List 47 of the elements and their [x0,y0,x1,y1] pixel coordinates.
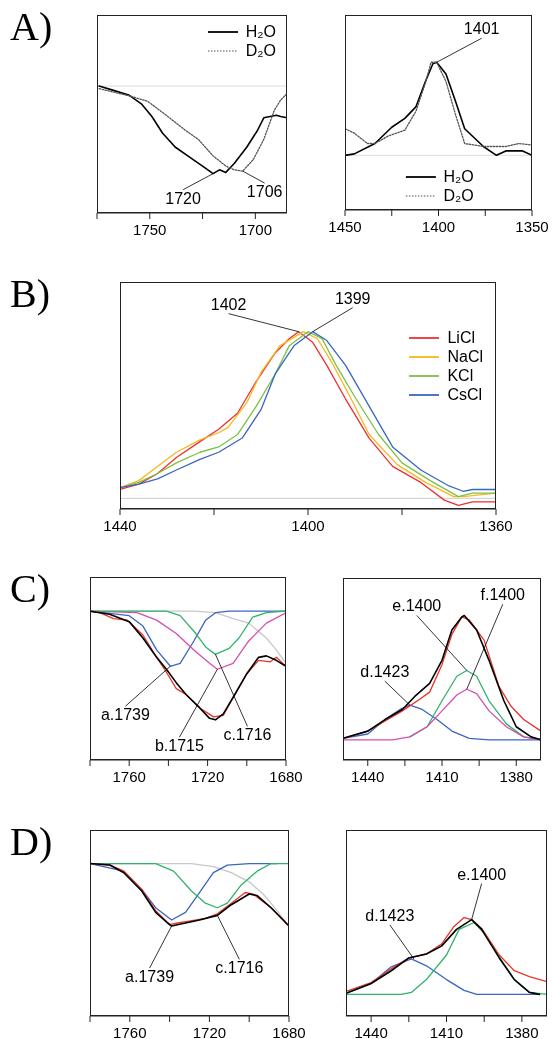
annotation: b.1715 [154,737,204,755]
x-tick-label: 1760 [112,768,146,785]
x-tick-label: 1680 [272,1024,306,1039]
annotation: 1402 [210,295,247,313]
x-tick-label: 1720 [190,768,225,785]
annotation: 1720 [165,189,202,207]
x-tick-label: 1410 [425,768,459,785]
x-tick-label: 1450 [328,218,362,235]
x-tick-label: 1720 [192,1024,227,1039]
annotation: 1399 [334,289,371,307]
x-tick-label: 1440 [351,768,385,785]
annotation: d.1423 [365,906,415,924]
annotation: e.1400 [392,597,442,615]
annotation: e.1400 [457,865,507,883]
annotation: a.1739 [125,968,175,986]
legend-label: D₂O [443,186,474,205]
annotation: 1706 [246,183,283,201]
x-tick-label: 1440 [103,517,137,534]
x-tick-label: 1440 [354,1024,388,1039]
chart-title: A) [10,4,53,49]
legend-label: NaCl [447,347,483,366]
chart-title: D) [10,819,53,864]
annotation: a.1739 [100,706,150,724]
x-tick-label: 1410 [429,1024,464,1039]
legend-label: LiCl [447,328,475,347]
x-tick-label: 1400 [421,218,456,235]
x-tick-label: 1680 [269,768,303,785]
chart-title: C) [10,566,50,611]
chart-title: B) [10,271,50,316]
annotation: 1401 [463,20,500,38]
annotation: c.1716 [223,726,272,744]
legend-label: CsCl [447,385,483,404]
x-tick-label: 1350 [515,218,549,235]
x-tick-label: 1360 [479,517,513,534]
legend-label: D₂O [245,41,276,60]
legend-label: KCl [447,366,474,385]
x-tick-label: 1750 [133,221,167,238]
x-tick-label: 1400 [291,517,325,534]
annotation: c.1716 [215,959,264,977]
legend-label: H₂O [443,167,474,186]
x-tick-label: 1760 [113,1024,147,1039]
x-tick-label: 1380 [499,768,533,785]
x-tick-label: 1380 [505,1024,539,1039]
annotation: f.1400 [480,586,526,604]
x-tick-label: 1700 [238,221,273,238]
annotation: d.1423 [360,663,410,681]
legend-label: H₂O [245,22,276,41]
